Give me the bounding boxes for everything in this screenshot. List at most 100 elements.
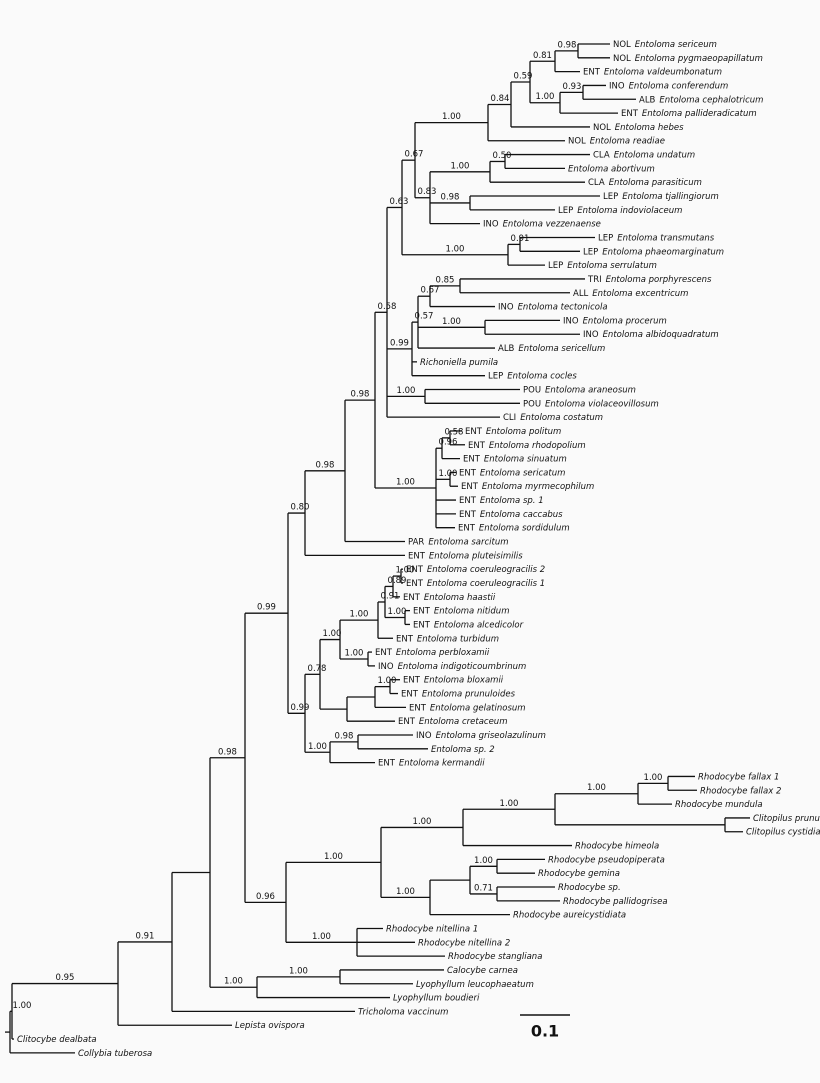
taxon-label: INO Entoloma tectonicola [498, 302, 608, 312]
support-value: 0.67 [421, 286, 440, 296]
taxon-label: ALB Entoloma sericellum [498, 344, 605, 354]
clade-prefix: CLI [503, 413, 516, 423]
clade-prefix: ENT [378, 758, 396, 768]
support-value: 1.00 [396, 566, 415, 576]
support-value: 1.00 [451, 161, 470, 171]
taxon-name: Entoloma phaeomarginatum [602, 247, 724, 257]
clade-prefix: ENT [468, 440, 486, 450]
taxon-label: Rhodocybe nitellina 2 [418, 938, 510, 948]
taxon-name: Entoloma rhodopolium [489, 440, 586, 450]
clade-prefix: ENT [406, 578, 424, 588]
taxon-name: Entoloma abortivum [568, 164, 655, 174]
taxon-label: ENT Entoloma kermandii [378, 758, 485, 768]
support-value: 0.98 [558, 40, 577, 50]
clade-prefix: NOL [613, 53, 631, 63]
taxon-name: Entoloma sericatum [480, 468, 565, 478]
taxon-name: Rhodocybe mundula [675, 800, 763, 810]
taxon-name: Entoloma costatum [520, 413, 603, 423]
taxon-label: ENT Entoloma sp. 1 [459, 496, 544, 506]
taxon-name: Rhodocybe nitellina 1 [386, 924, 478, 934]
taxon-name: Entoloma pallideradicatum [642, 109, 757, 119]
support-value: 1.00 [289, 966, 308, 976]
taxon-label: Lyophyllum boudieri [393, 993, 480, 1003]
support-value: 1.00 [388, 607, 407, 617]
taxon-label: CLA Entoloma parasiticum [588, 178, 702, 188]
taxon-name: Entoloma indigoticoumbrinum [398, 661, 527, 671]
support-value: 1.00 [500, 799, 519, 809]
taxon-name: Entoloma coeruleogracilis 1 [427, 578, 545, 588]
taxon-label: ENT Entoloma sinuatum [463, 454, 567, 464]
taxon-name: Rhodocybe fallax 1 [698, 772, 779, 782]
taxon-label: LEP Entoloma transmutans [598, 233, 715, 243]
support-value: 1.00 [396, 887, 415, 897]
clade-prefix: INO [378, 661, 394, 671]
taxon-label: LEP Entoloma phaeomarginatum [583, 247, 724, 257]
taxon-label: CLA Entoloma undatum [593, 150, 695, 160]
support-value: 0.95 [56, 973, 75, 983]
taxon-label: ENT Entoloma alcedicolor [413, 620, 524, 630]
clade-prefix: LEP [598, 233, 613, 243]
taxon-name: Entoloma tectonicola [518, 302, 608, 312]
taxon-name: Entoloma tjallingiorum [622, 192, 719, 202]
taxon-label: INO Entoloma procerum [563, 316, 667, 326]
support-value: 0.99 [257, 603, 276, 613]
taxon-label: Calocybe carnea [447, 965, 518, 975]
taxon-name: Rhodocybe pallidogrisea [563, 896, 668, 906]
taxon-name: Entoloma turbidum [417, 634, 499, 644]
support-value: 0.81 [533, 51, 552, 61]
taxon-label: Rhodocybe pseudopiperata [548, 855, 665, 865]
clade-prefix: ENT [403, 592, 421, 602]
clade-prefix: ENT [465, 426, 483, 436]
clade-prefix: LEP [603, 192, 618, 202]
clade-prefix: INO [583, 330, 599, 340]
clade-prefix: ENT [463, 454, 481, 464]
taxon-name: Entoloma hebes [615, 122, 684, 132]
taxon-name: Entoloma serrulatum [567, 261, 657, 271]
support-value: 0.67 [405, 150, 424, 160]
clade-prefix: NOL [613, 40, 631, 50]
clade-prefix: ENT [406, 565, 424, 575]
clade-prefix: INO [483, 219, 499, 229]
support-value: 0.91 [381, 591, 400, 601]
taxon-name: Calocybe carnea [447, 965, 518, 975]
clade-prefix: ENT [413, 620, 431, 630]
taxon-label: Rhodocybe aureicystidiata [513, 910, 626, 920]
clade-prefix: LEP [488, 371, 503, 381]
taxon-label: INO Entoloma albidoquadratum [583, 330, 719, 340]
taxon-name: Entoloma caccabus [480, 509, 563, 519]
clade-prefix: ALB [639, 95, 656, 105]
support-value: 0.96 [256, 892, 275, 902]
taxon-label: ENT Entoloma sordidulum [458, 523, 570, 533]
support-value: 0.99 [291, 703, 310, 713]
taxon-label: NOL Entoloma sericeum [613, 40, 717, 50]
taxon-label: Rhodocybe fallax 2 [700, 786, 781, 796]
clade-prefix: ENT [409, 703, 427, 713]
taxon-label: ENT Entoloma pluteisimilis [408, 551, 523, 561]
support-value: 0.91 [136, 931, 155, 941]
taxon-label: ENT Entoloma rhodopolium [468, 440, 586, 450]
clade-prefix: INO [416, 731, 432, 741]
support-value: 1.00 [442, 317, 461, 327]
clade-prefix: ALL [573, 288, 589, 298]
taxon-name: Entoloma sarcitum [428, 537, 508, 547]
support-value: 1.00 [442, 112, 461, 122]
taxon-label: LEP Entoloma tjallingiorum [603, 192, 719, 202]
taxon-name: Entoloma gelatinosum [430, 703, 526, 713]
taxon-name: Entoloma kermandii [399, 758, 485, 768]
taxon-label: Rhodocybe pallidogrisea [563, 896, 668, 906]
support-value: 1.00 [587, 783, 606, 793]
clade-prefix: LEP [548, 261, 563, 271]
support-value: 0.96 [439, 438, 458, 448]
taxon-name: Entoloma porphyrescens [606, 274, 712, 284]
support-value: 0.98 [335, 731, 354, 741]
taxon-label: Clitocybe dealbata [17, 1035, 97, 1045]
taxon-label: NOL Entoloma pygmaeopapillatum [613, 53, 763, 63]
taxon-name: Entoloma indoviolaceum [577, 205, 682, 215]
support-value: 1.00 [536, 92, 555, 102]
taxon-name: Entoloma violaceovillosum [545, 399, 659, 409]
support-value: 0.80 [291, 503, 310, 513]
support-value: 0.59 [514, 72, 533, 82]
taxon-label: Rhodocybe stangliana [448, 952, 542, 962]
taxon-name: Rhodocybe sp. [558, 883, 621, 893]
